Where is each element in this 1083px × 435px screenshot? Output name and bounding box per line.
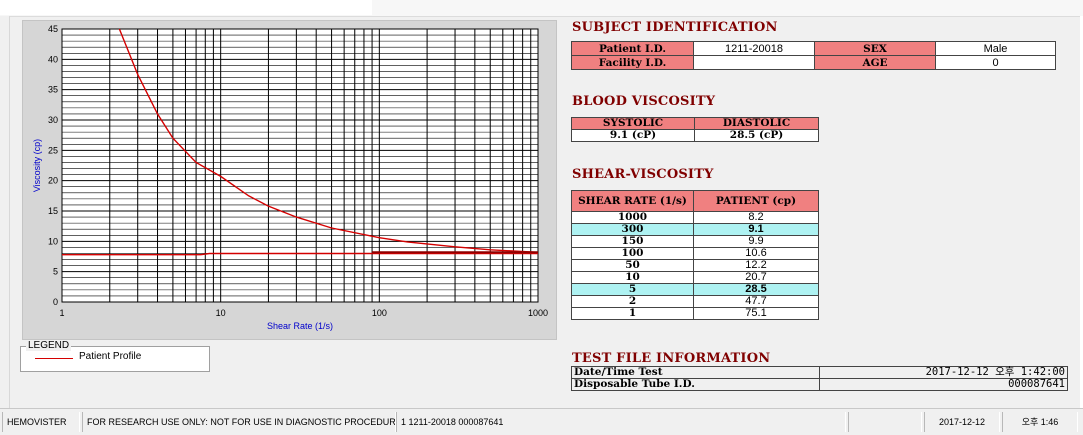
viscosity-cell: 28.5: [693, 283, 819, 296]
status-app-name: HEMOVISTER: [2, 412, 80, 432]
x-tick-label: 100: [372, 308, 387, 318]
testfile-table: Date/Time Test 2017-12-12 오후 1:42:00 Dis…: [571, 366, 1068, 391]
blood-table: SYSTOLIC DIASTOLIC 9.1 (cP) 28.5 (cP): [571, 117, 819, 142]
shear-rate-cell: 5: [571, 283, 694, 296]
table-row: 50 12.2: [571, 259, 819, 272]
table-row: 10 20.7: [571, 271, 819, 284]
right-edge: [1080, 16, 1083, 408]
sex-value: Male: [935, 41, 1056, 56]
y-axis-label: Viscosity (cp): [32, 139, 42, 192]
tube-id-label: Disposable Tube I.D.: [571, 378, 820, 391]
viscosity-cell: 8.2: [693, 211, 819, 224]
testfile-heading: TEST FILE INFORMATION: [572, 351, 771, 366]
diastolic-label: DIASTOLIC: [694, 117, 819, 130]
tube-id-value: 000087641: [819, 378, 1068, 391]
age-value: 0: [935, 55, 1056, 70]
status-date: 2017-12-12: [924, 412, 1000, 432]
x-axis-label: Shear Rate (1/s): [267, 321, 333, 331]
legend-title: LEGEND: [26, 340, 72, 351]
shear-table: SHEAR RATE (1/s) PATIENT (cp) 1000 8.2 30…: [571, 190, 819, 320]
status-empty-pane: [848, 412, 922, 432]
viscosity-chart: 1 10 100 1000 0 5 10 15 20 25 30 35 40 45 Shear Rate (…: [32, 24, 548, 331]
datetime-value: 2017-12-12 오후 1:42:00: [819, 366, 1068, 379]
top-toolbar-field: [0, 0, 372, 15]
status-record: 1 1211-20018 000087641: [396, 412, 846, 432]
subject-heading: SUBJECT IDENTIFICATION: [572, 20, 778, 35]
table-row: 100 10.6: [571, 247, 819, 260]
patient-id-label: Patient I.D.: [571, 41, 694, 56]
viscosity-cell: 75.1: [693, 307, 819, 320]
series-line-0: [118, 28, 539, 253]
y-tick-label: 30: [48, 115, 58, 125]
legend-line-swatch: [35, 358, 73, 359]
viscosity-cell: 12.2: [693, 259, 819, 272]
x-tick-label: 1: [59, 308, 64, 318]
shear-rate-cell: 1: [571, 307, 694, 320]
plot-area: [61, 28, 539, 303]
y-tick-label: 45: [48, 24, 58, 34]
y-tick-label: 25: [48, 145, 58, 155]
x-tick-label: 10: [216, 308, 226, 318]
series-line-1: [62, 252, 538, 256]
y-tick-label: 10: [48, 236, 58, 246]
y-tick-label: 5: [53, 267, 58, 277]
systolic-value: 9.1 (cP): [571, 129, 695, 142]
shear-rate-cell: 50: [571, 259, 694, 272]
y-tick-label: 40: [48, 54, 58, 64]
status-time: 오후 1:46: [1002, 412, 1078, 432]
age-label: AGE: [814, 55, 936, 70]
y-tick-label: 20: [48, 176, 58, 186]
viscosity-cell: 20.7: [693, 271, 819, 284]
viscosity-cell: 47.7: [693, 295, 819, 308]
shear-rate-cell: 100: [571, 247, 694, 260]
subject-table: Patient I.D. 1211-20018 SEX Male Facilit…: [571, 41, 1056, 70]
top-toolbar: [0, 0, 1083, 17]
shear-rate-cell: 10: [571, 271, 694, 284]
status-bar: HEMOVISTER FOR RESEARCH USE ONLY: NOT FO…: [0, 408, 1083, 435]
patient-cp-header: PATIENT (cp): [693, 190, 819, 212]
shear-rate-cell: 150: [571, 235, 694, 248]
sex-label: SEX: [814, 41, 936, 56]
table-row: 150 9.9: [571, 235, 819, 248]
shear-rate-cell: 300: [571, 223, 694, 236]
shear-rate-header: SHEAR RATE (1/s): [571, 190, 694, 212]
y-tick-label: 15: [48, 206, 58, 216]
diastolic-value: 28.5 (cP): [694, 129, 819, 142]
left-strip: [0, 16, 10, 408]
table-row: 2 47.7: [571, 295, 819, 308]
shear-rate-cell: 1000: [571, 211, 694, 224]
table-row: 1000 8.2: [571, 211, 819, 224]
datetime-label: Date/Time Test: [571, 366, 820, 379]
viscosity-cell: 10.6: [693, 247, 819, 260]
shear-heading: SHEAR-VISCOSITY: [572, 167, 714, 182]
viscosity-cell: 9.1: [693, 223, 819, 236]
blood-heading: BLOOD VISCOSITY: [572, 94, 716, 109]
table-row-highlight: 300 9.1: [571, 223, 819, 236]
patient-id-value: 1211-20018: [693, 41, 815, 56]
status-notice: FOR RESEARCH USE ONLY: NOT FOR USE IN DI…: [82, 412, 396, 432]
facility-id-label: Facility I.D.: [571, 55, 694, 70]
legend-label: Patient Profile: [79, 351, 142, 362]
table-row: 1 75.1: [571, 307, 819, 320]
viscosity-cell: 9.9: [693, 235, 819, 248]
table-row-highlight: 5 28.5: [571, 283, 819, 296]
systolic-label: SYSTOLIC: [571, 117, 695, 130]
facility-id-value: [693, 55, 815, 70]
shear-rate-cell: 2: [571, 295, 694, 308]
y-tick-label: 0: [53, 297, 58, 307]
y-tick-label: 35: [48, 85, 58, 95]
x-tick-label: 1000: [528, 308, 548, 318]
